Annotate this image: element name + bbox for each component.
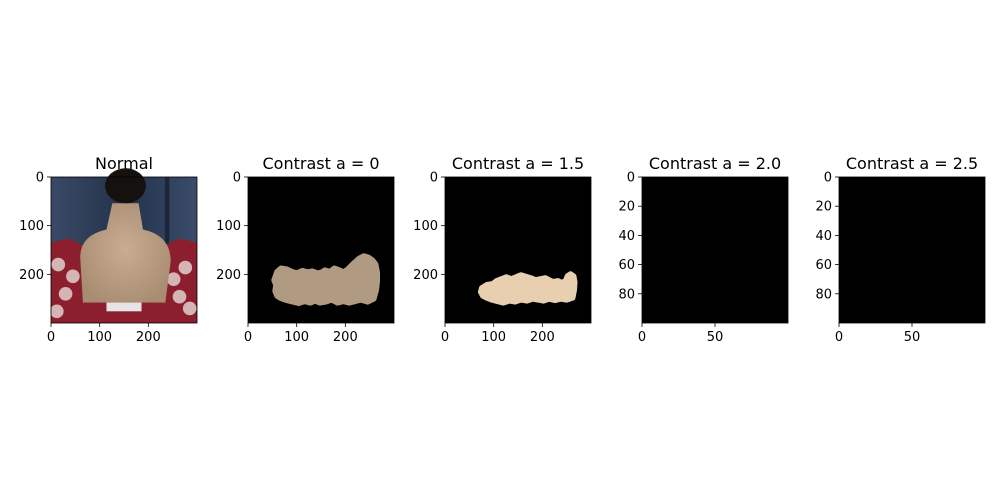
panel-3: Contrast a = 1.5 0 100 200 0 100 200 xyxy=(413,154,592,345)
y-tick-label: 0 xyxy=(36,171,44,186)
photo-skin xyxy=(80,203,171,306)
panel-title: Contrast a = 1.5 xyxy=(452,154,584,173)
photo-hair xyxy=(105,168,146,204)
x-tick-label: 200 xyxy=(333,330,358,345)
photo-dress-pattern xyxy=(50,304,64,319)
photo-tag xyxy=(106,302,142,312)
panel-title: Contrast a = 2.0 xyxy=(649,154,781,173)
photo-dress-pattern xyxy=(182,301,197,316)
x-tick-label: 0 xyxy=(244,330,252,345)
photo-door-edge xyxy=(164,177,170,258)
y-tick-label: 20 xyxy=(815,200,832,215)
y-tick-label: 0 xyxy=(627,171,635,186)
x-tick-label: 200 xyxy=(136,330,161,345)
x-tick-label: 100 xyxy=(284,330,309,345)
photo-dress-pattern xyxy=(51,257,66,272)
panel-2: Contrast a = 0 0 100 200 0 100 200 xyxy=(216,154,395,345)
y-tick-label: 0 xyxy=(233,171,241,186)
y-tick-label: 200 xyxy=(413,268,438,283)
photo-dress-pattern xyxy=(66,269,80,284)
x-tick-label: 50 xyxy=(707,330,724,345)
photo-dress-pattern xyxy=(178,260,193,275)
panel-title: Normal xyxy=(95,154,153,173)
y-tick-label: 80 xyxy=(618,287,635,302)
x-tick-label: 100 xyxy=(87,330,112,345)
y-tick-label: 20 xyxy=(618,200,635,215)
x-tick-label: 0 xyxy=(638,330,646,345)
panel-title: Contrast a = 2.5 xyxy=(846,154,978,173)
axes-frame xyxy=(50,176,198,324)
y-tick-label: 100 xyxy=(19,219,44,234)
y-tick-label: 60 xyxy=(815,258,832,273)
photo-dress-pattern xyxy=(58,286,73,301)
x-tick-label: 0 xyxy=(47,330,55,345)
photo-neckline xyxy=(83,302,165,323)
y-tick-label: 200 xyxy=(19,268,44,283)
x-tick-label: 50 xyxy=(904,330,921,345)
photo-dress-pattern xyxy=(172,289,187,304)
x-tick-label: 0 xyxy=(441,330,449,345)
image-background xyxy=(839,177,985,323)
y-tick-label: 80 xyxy=(815,287,832,302)
y-tick-label: 100 xyxy=(413,219,438,234)
axes-frame xyxy=(247,176,395,324)
photo-dress-pattern xyxy=(166,272,181,287)
x-tick-label: 200 xyxy=(530,330,555,345)
y-tick-label: 40 xyxy=(618,229,635,244)
panel-5: Contrast a = 2.5 0 50 0 20 40 60 80 xyxy=(815,154,986,345)
axes-frame xyxy=(444,176,592,324)
skin-region-mask xyxy=(271,253,380,306)
panel-1: Normal 0 100 200 0 100 200 xyxy=(19,154,198,345)
skin-region-mask xyxy=(478,271,578,306)
y-tick-label: 60 xyxy=(618,258,635,273)
y-tick-label: 40 xyxy=(815,229,832,244)
y-tick-label: 0 xyxy=(824,171,832,186)
x-tick-label: 100 xyxy=(481,330,506,345)
image-background xyxy=(642,177,788,323)
panel-4: Contrast a = 2.0 0 50 0 20 40 60 80 xyxy=(618,154,789,345)
panel-title: Contrast a = 0 xyxy=(262,154,379,173)
y-tick-label: 100 xyxy=(216,219,241,234)
y-tick-label: 0 xyxy=(430,171,438,186)
x-tick-label: 0 xyxy=(835,330,843,345)
y-tick-label: 200 xyxy=(216,268,241,283)
